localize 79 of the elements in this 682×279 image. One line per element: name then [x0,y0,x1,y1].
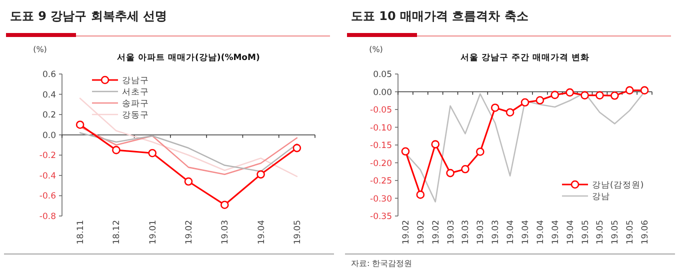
y-tick-label: -0.10 [370,123,392,134]
y-tick-label: -0.8 [39,212,56,222]
legend-label: 송파구 [122,99,149,109]
chart-title: 도표 9 강남구 회복추세 선명 [10,9,168,23]
x-tick-label: 19.01 [148,220,158,244]
text: 자료: 한국감정원 [351,259,412,268]
legend-label: 강남(감정원) [592,180,644,190]
x-tick-label: 19.05 [610,220,621,244]
x-tick-label: 19.05 [292,220,303,244]
x-tick-label: 19.03 [220,220,231,244]
point [550,90,560,100]
chart-subtitle: 서울 강남구 주간 매매가격 변화 [460,53,590,63]
point [256,170,265,179]
point [640,86,649,94]
point [566,88,574,97]
point [76,120,84,129]
point [416,190,425,199]
x-tick-label: 19.03 [491,220,502,244]
y-axis-title: (%) [33,45,47,54]
point [506,108,514,116]
x-tick-label: 19.02 [416,220,426,244]
y-tick-label: 0.2 [42,110,56,121]
y-tick-label: 0.4 [42,90,56,100]
point [112,146,120,154]
x-tick-label: 19.05 [596,220,606,244]
point [476,148,484,156]
chart-subtitle: 서울 아파트 매매가(강남)(%MoM) [117,53,260,63]
x-tick-label: 19.04 [566,220,576,244]
x-tick-label: 19.04 [506,220,516,244]
legend-label: 강남 [592,192,610,202]
x-tick-label: 19.04 [536,220,546,244]
y-tick-label: 0.05 [373,70,392,80]
x-tick-label: 19.03 [461,220,472,244]
point [610,92,619,100]
point [431,140,440,148]
legend-label: 서초구 [122,88,149,98]
y-tick-label: 0.00 [373,88,392,98]
x-tick-label: 19.02 [431,220,442,244]
point [184,177,193,186]
y-tick-label: 0.6 [42,70,56,80]
y-tick-label: -0.35 [370,212,392,222]
point [461,164,470,174]
y-tick-label: -0.15 [370,141,392,151]
point [536,96,544,104]
x-tick-label: 19.04 [256,220,267,244]
point [580,91,589,100]
point [148,148,157,158]
legend-label: 강동구 [122,110,149,120]
legend-label: 강남구 [122,76,149,86]
x-tick-label: 19.05 [580,220,591,244]
y-tick-label: -0.6 [39,192,56,202]
y-tick-label: -0.2 [39,151,56,162]
point [490,104,500,112]
x-tick-label: 19.03 [476,220,486,244]
chart-title: 도표 10 매매가격 흐름격차 축소 [351,9,528,23]
y-tick-label: -0.05 [370,106,392,116]
y-tick-label: -0.30 [370,194,392,204]
point [520,98,530,107]
x-tick-label: 19.03 [446,220,456,244]
x-tick-label: 19.05 [626,220,636,244]
x-tick-label: 19.04 [550,220,561,244]
point [625,86,634,94]
point [220,200,229,209]
y-tick-label: 0.0 [42,130,56,141]
x-tick-label: 19.02 [184,220,194,244]
point [292,144,302,152]
x-tick-label: 18.11 [76,220,86,244]
y-tick-label: -0.25 [370,176,392,186]
x-tick-label: 19.04 [521,220,531,244]
point [446,168,454,178]
x-tick-label: 19.02 [401,220,412,244]
y-axis-title: (%) [369,45,383,54]
line-series [79,98,298,178]
x-tick-label: 18.12 [112,220,122,244]
y-tick-label: -0.20 [370,158,392,169]
x-tick-label: 19.06 [640,220,651,244]
point [596,91,604,100]
point [401,147,410,156]
y-tick-label: -0.4 [39,171,56,182]
